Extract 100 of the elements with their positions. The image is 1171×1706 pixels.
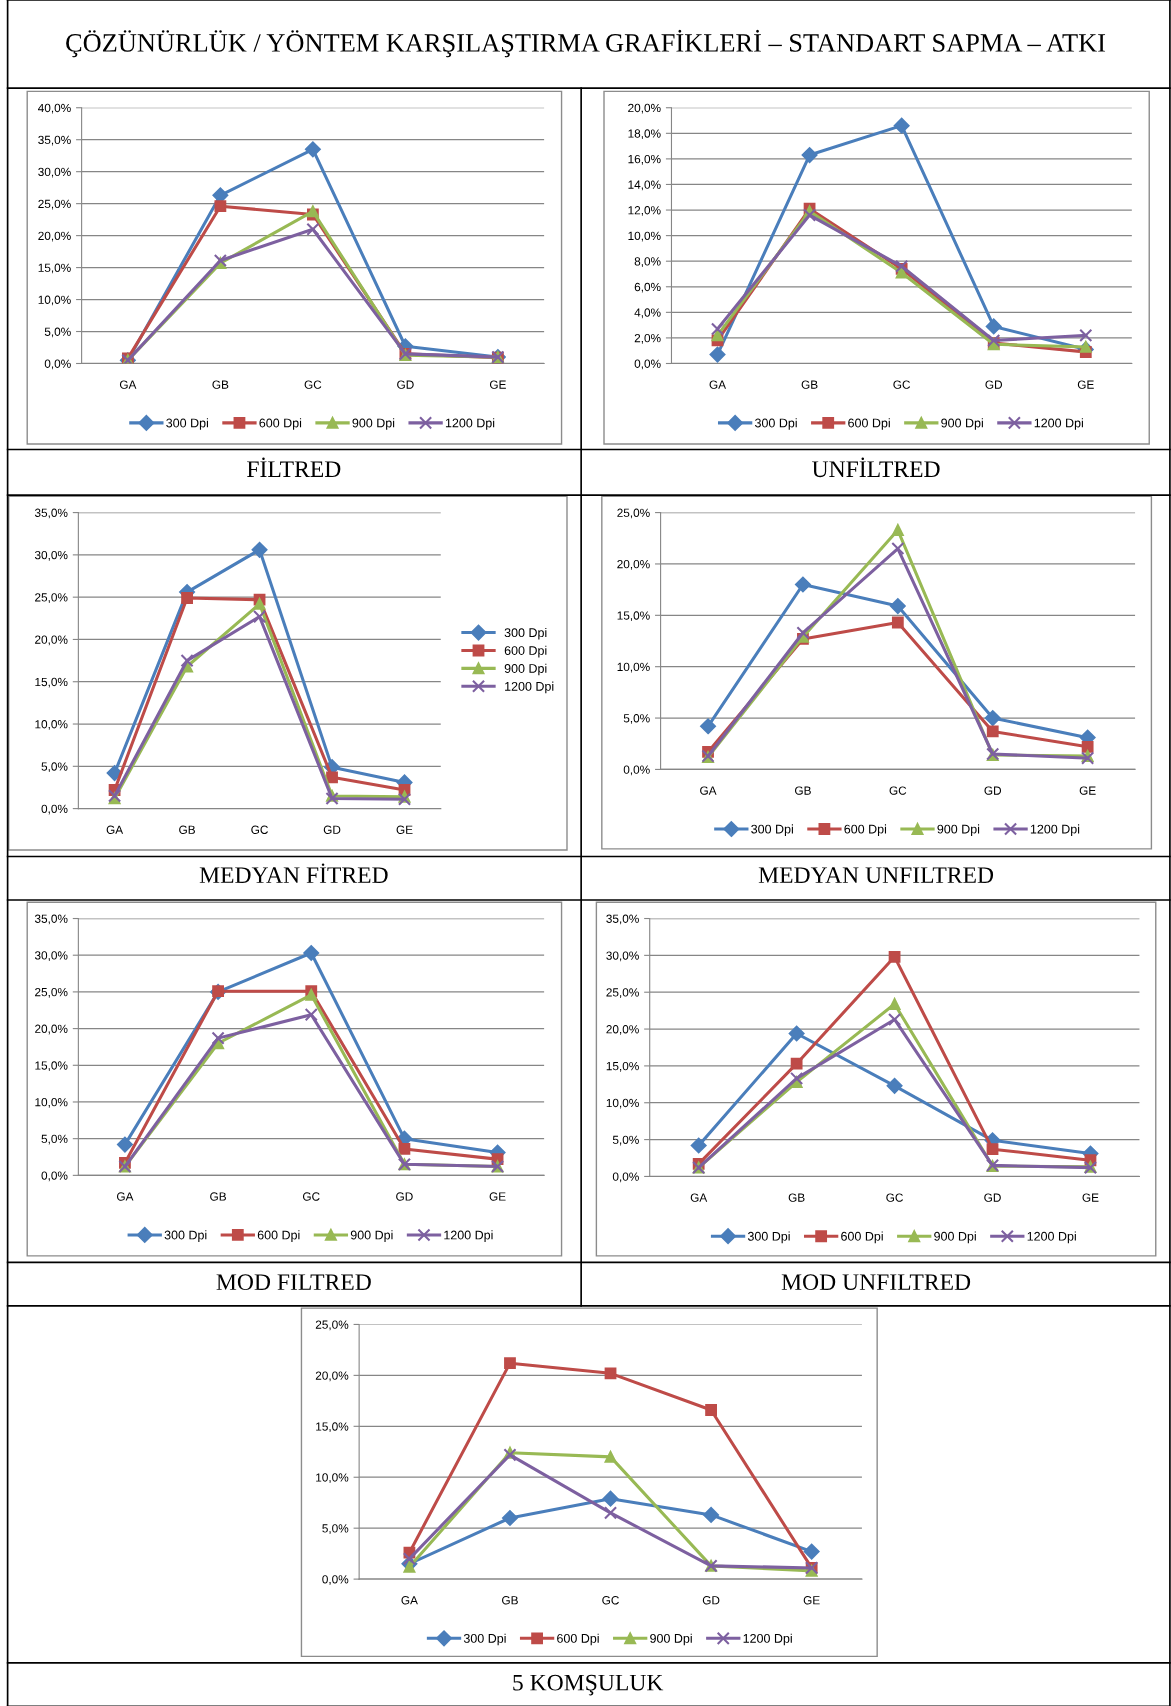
x-tick-label: GC: [889, 786, 907, 795]
y-tick-label: 0,0%: [41, 804, 68, 815]
y-tick-label: 15,0%: [38, 263, 71, 274]
x-tick-label: GD: [984, 786, 1002, 795]
y-tick-label: 4,0%: [634, 308, 661, 319]
y-tick-label: 10,0%: [38, 295, 71, 306]
y-tick-label: 5,0%: [623, 714, 650, 724]
x-tick-label: GB: [788, 1193, 805, 1202]
y-tick-label: 10,0%: [628, 231, 661, 242]
text: MOD FILTRED: [216, 1274, 371, 1291]
x-tick-label: GD: [323, 825, 341, 834]
x-tick-label: GB: [212, 380, 229, 389]
text: ÇÖZÜNÜRLÜK / YÖNTEM KARŞILAŞTIRMA GRAFİKLERİ – STANDART SAPMA – ATKI: [66, 29, 1106, 58]
y-tick-label: 0,0%: [612, 1172, 639, 1183]
legend-label: 300 Dpi: [504, 627, 547, 640]
y-tick-label: 15,0%: [35, 1061, 68, 1072]
y-tick-label: 0,0%: [634, 359, 661, 370]
x-tick-label: GA: [117, 1192, 134, 1201]
legend-label: 300 Dpi: [754, 418, 797, 430]
x-tick-label: GB: [502, 1596, 518, 1605]
y-tick-label: 25,0%: [35, 987, 68, 998]
legend-label: 900 Dpi: [504, 663, 547, 676]
x-tick-label: GC: [304, 380, 322, 389]
legend-label: 1200 Dpi: [505, 681, 554, 694]
y-tick-label: 35,0%: [606, 914, 639, 925]
x-tick-label: GE: [489, 380, 506, 389]
y-tick-label: 0,0%: [44, 359, 71, 370]
y-tick-label: 10,0%: [35, 720, 68, 730]
x-tick-label: GA: [709, 380, 727, 389]
x-tick-label: GA: [690, 1193, 708, 1202]
x-tick-label: GD: [396, 1192, 413, 1201]
x-tick-label: GC: [251, 825, 268, 834]
x-tick-label: GA: [119, 380, 137, 389]
x-tick-label: GB: [179, 825, 195, 834]
legend-label: 900 Dpi: [352, 418, 395, 430]
legend-label: 900 Dpi: [937, 824, 980, 836]
x-tick-label: GA: [401, 1596, 418, 1605]
y-tick-label: 16,0%: [628, 154, 661, 165]
y-tick-label: 20,0%: [38, 231, 71, 242]
x-tick-label: GC: [602, 1596, 619, 1605]
x-tick-label: GD: [984, 1193, 1001, 1202]
x-tick-label: GE: [1082, 1193, 1099, 1202]
x-tick-label: GE: [1079, 786, 1096, 795]
y-tick-label: 0,0%: [41, 1171, 68, 1182]
text: MEDYAN FİTRED: [199, 863, 388, 883]
x-tick-label: GD: [702, 1596, 720, 1605]
x-tick-label: GE: [803, 1596, 820, 1605]
y-tick-label: 20,0%: [315, 1371, 349, 1382]
legend-label: 1200 Dpi: [1034, 418, 1083, 430]
y-tick-label: 8,0%: [634, 257, 661, 267]
y-tick-label: 5,0%: [44, 327, 71, 338]
y-tick-label: 5,0%: [322, 1524, 349, 1534]
x-tick-label: GC: [886, 1193, 903, 1202]
y-tick-label: 5,0%: [41, 762, 68, 773]
y-tick-label: 25,0%: [315, 1320, 349, 1331]
y-tick-label: 20,0%: [606, 1025, 639, 1035]
x-tick-label: GC: [893, 380, 911, 389]
legend-label: 1200 Dpi: [445, 418, 495, 430]
legend-label: 600 Dpi: [844, 824, 887, 836]
x-tick-label: GB: [795, 786, 811, 795]
y-tick-label: 20,0%: [35, 1024, 68, 1035]
y-tick-label: 30,0%: [38, 167, 71, 178]
y-tick-label: 35,0%: [38, 135, 71, 146]
text: MEDYAN UNFILTRED: [758, 867, 994, 884]
y-tick-label: 35,0%: [34, 914, 68, 925]
legend-label: 600 Dpi: [259, 418, 302, 430]
y-tick-label: 40,0%: [38, 103, 71, 114]
legend-label: 900 Dpi: [350, 1230, 393, 1242]
x-tick-label: GA: [700, 786, 717, 795]
text: MOD UNFILTRED: [781, 1274, 971, 1291]
y-tick-label: 25,0%: [606, 988, 639, 998]
y-tick-label: 10,0%: [617, 662, 650, 673]
y-tick-label: 2,0%: [634, 333, 661, 344]
text: UNFİLTRED: [812, 457, 940, 478]
x-tick-label: GB: [801, 380, 818, 389]
y-tick-label: 20,0%: [35, 635, 68, 646]
y-tick-label: 10,0%: [606, 1098, 639, 1109]
legend-label: 300 Dpi: [751, 824, 793, 836]
legend-label: 600 Dpi: [557, 1633, 599, 1646]
text: 5 KOMŞULUK: [513, 1674, 664, 1696]
legend-label: 300 Dpi: [747, 1231, 790, 1244]
legend-label: 1200 Dpi: [743, 1633, 792, 1646]
y-tick-label: 30,0%: [34, 951, 68, 961]
text: FİLTRED: [247, 457, 341, 477]
legend-label: 1200 Dpi: [1030, 824, 1080, 836]
y-tick-label: 0,0%: [322, 1575, 349, 1585]
y-tick-label: 12,0%: [628, 206, 661, 216]
x-tick-label: GD: [397, 380, 414, 389]
legend-label: 600 Dpi: [848, 418, 890, 430]
y-tick-label: 5,0%: [41, 1134, 68, 1145]
legend-label: 600 Dpi: [504, 645, 547, 658]
legend-label: 1200 Dpi: [1027, 1231, 1076, 1244]
y-tick-label: 5,0%: [612, 1135, 639, 1146]
x-tick-label: GE: [1077, 380, 1094, 389]
y-tick-label: 30,0%: [606, 951, 639, 962]
x-tick-label: GD: [985, 380, 1003, 389]
y-tick-label: 15,0%: [606, 1061, 639, 1072]
x-tick-label: GC: [302, 1192, 320, 1201]
y-tick-label: 30,0%: [34, 550, 68, 561]
legend-label: 1200 Dpi: [444, 1230, 493, 1242]
